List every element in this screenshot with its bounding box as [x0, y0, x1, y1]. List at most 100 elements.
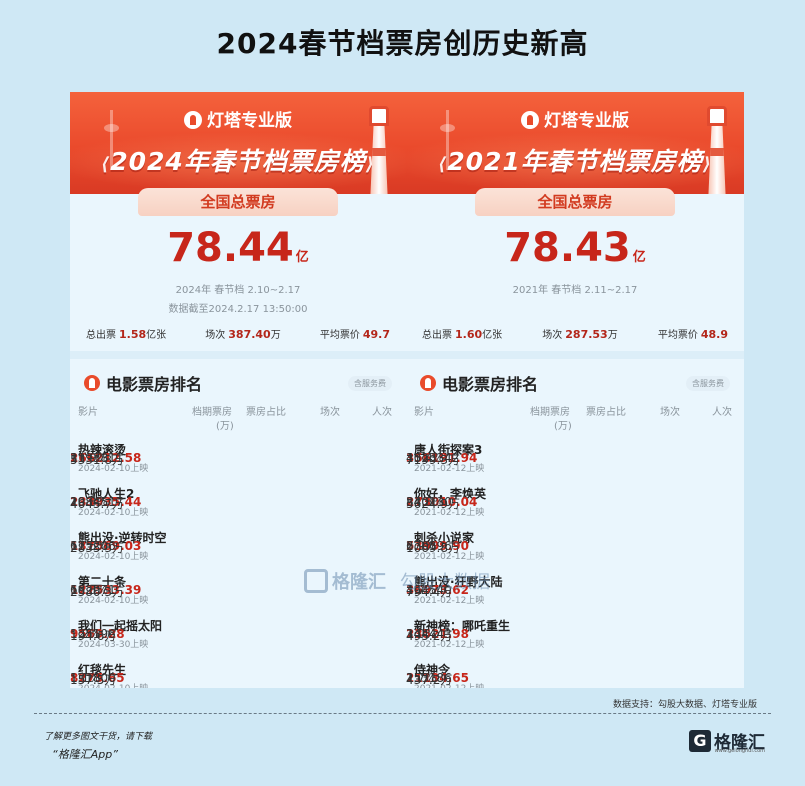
summary-stats: 总出票 1.58亿张 场次 387.40万 平均票价 49.7 — [70, 326, 406, 341]
col-film: 影片 — [414, 407, 434, 418]
release-date: 2021-02-12上映 — [414, 640, 485, 650]
total-box-office: 78.44 亿 — [167, 225, 309, 271]
table-header: 影片 档期票房 (万) 票房占比 场次 人次 — [70, 403, 406, 435]
film-name: 热辣滚烫 — [78, 443, 127, 457]
stat-shows: 场次 287.53万 — [542, 328, 618, 341]
share-value: 33.9% — [70, 451, 109, 465]
ranking-title: 电影票房排名 — [84, 371, 202, 395]
brand-label: 灯塔专业版 — [406, 106, 744, 131]
shows-value: 270396 — [406, 539, 452, 553]
gelonghui-logo: G 格隆汇 www.gelonghui.com — [689, 728, 765, 754]
col-viewers: 人次 — [372, 407, 392, 418]
table-row: 热辣滚烫 2024-02-10上映 266212.58 33.9% 1193811 533… — [70, 435, 406, 479]
release-date: 2024-02-10上映 — [78, 464, 149, 474]
col-film: 影片 — [78, 407, 98, 418]
release-date: 2024-02-10上映 — [78, 596, 149, 606]
film-name: 你好，李焕英 — [414, 487, 487, 501]
share-value: 1.1% — [70, 671, 101, 685]
share-value: 6.9% — [406, 539, 437, 553]
tower-decoration — [440, 110, 455, 170]
tab-national-total: 全国总票房 — [475, 188, 675, 216]
share-value: 17.5% — [70, 539, 109, 553]
app-promo: 了解更多图文干货，请下载 “格隆汇App” — [44, 732, 153, 761]
table-row: 熊出没·狂野大陆 2021-02-12上映 36973.62 4.7% 194540 79… — [406, 567, 744, 611]
table-row: 第二十条 2024-02-10上映 127533.39 16.3% 682971 2580… — [70, 567, 406, 611]
shows-value: 131800 — [70, 671, 116, 685]
cutoff-text — [406, 302, 744, 318]
stat-avg-price: 平均票价 49.7 — [319, 328, 390, 341]
viewers-value: 5624.9万 — [406, 497, 460, 511]
shows-value: 1023342 — [406, 451, 460, 465]
col-shows: 场次 — [660, 407, 680, 418]
tab-national-total: 全国总票房 — [138, 188, 338, 216]
release-date: 2024-02-10上映 — [78, 552, 149, 562]
banner: 灯塔专业版 ⟨2024年春节档票房榜⟩ — [70, 92, 406, 194]
film-name: 第二十条 — [78, 575, 127, 589]
shows-value: 682971 — [70, 583, 116, 597]
footer-divider — [34, 713, 771, 714]
share-value: 2.7% — [406, 671, 437, 685]
box-office-panel-2024: 灯塔专业版 ⟨2024年春节档票房榜⟩ 全国总票房 78.44 亿 2024年 春… — [70, 92, 406, 688]
box-office-value: 233935.44 — [70, 495, 142, 509]
stat-tickets: 总出票 1.60亿张 — [422, 328, 503, 341]
ranking-header: 电影票房排名 含服务费 — [70, 371, 406, 395]
share-value: 29.8% — [70, 495, 109, 509]
lighthouse-logo-icon — [420, 375, 436, 391]
viewers-value: 4645.7万 — [70, 497, 124, 511]
col-viewers: 人次 — [712, 407, 732, 418]
viewers-value: 2835.3万 — [70, 541, 124, 555]
banner-title: ⟨2021年春节档票房榜⟩ — [437, 147, 713, 176]
tower-decoration — [104, 110, 119, 170]
film-name: 侍神令 — [414, 663, 451, 677]
share-value: 16.3% — [70, 583, 109, 597]
summary-stats: 总出票 1.60亿张 场次 287.53万 平均票价 48.9 — [406, 326, 744, 341]
viewers-value: 495.2万 — [406, 629, 453, 643]
ranking-table: 唐人街探案3 2021-02-12上映 356191.94 45.4% 1023342 7… — [406, 435, 744, 688]
shows-value: 125196 — [70, 627, 116, 641]
box-office-value: 137569.03 — [70, 539, 142, 553]
release-date: 2021-02-12上映 — [414, 596, 485, 606]
g-logo-icon: G — [689, 729, 711, 752]
table-row: 唐人街探案3 2021-02-12上映 356191.94 45.4% 1023342 7… — [406, 435, 744, 479]
shows-value: 1193811 — [70, 451, 124, 465]
period-text: 2024年 春节档 2.10~2.17 — [175, 285, 301, 296]
divider — [70, 351, 406, 359]
shows-value: 615206 — [70, 539, 116, 553]
film-name: 唐人街探案3 — [414, 443, 483, 457]
total-box-office: 78.43 亿 — [504, 225, 646, 271]
box-office-value: 127533.39 — [70, 583, 142, 597]
share-value: 34.8% — [406, 495, 445, 509]
box-office-value: 266212.58 — [70, 451, 142, 465]
viewers-value: 194.6万 — [70, 629, 117, 643]
col-box: 档期票房 — [530, 407, 570, 418]
box-office-value: 53999.90 — [406, 539, 470, 553]
viewers-value: 437.2万 — [406, 673, 453, 687]
banner: 灯塔专业版 ⟨2021年春节档票房榜⟩ — [406, 92, 744, 194]
col-box-unit: (万) — [216, 421, 234, 432]
banner-title: ⟨2024年春节档票房榜⟩ — [100, 147, 376, 176]
share-value: 4.7% — [406, 583, 437, 597]
service-fee-badge: 含服务费 — [686, 375, 730, 391]
page-title: 2024春节档票房创历史新高 — [216, 27, 589, 60]
col-share: 票房占比 — [586, 407, 626, 418]
cutoff-text: 数据截至2024.2.17 13:50:00 — [168, 304, 308, 315]
lighthouse-icon — [364, 104, 394, 194]
release-date: 2024-02-10上映 — [78, 681, 148, 688]
box-office-value: 273010.04 — [406, 495, 478, 509]
ranking-header: 电影票房排名 含服务费 — [406, 371, 744, 395]
share-value: 3.0% — [406, 627, 437, 641]
brand-label: 灯塔专业版 — [70, 106, 406, 131]
release-date: 2024-03-30上映 — [78, 640, 149, 650]
film-name: 新神榜：哪吒重生 — [414, 619, 511, 633]
col-box-unit: (万) — [554, 421, 572, 432]
share-value: 45.4% — [406, 451, 445, 465]
ranking-table: 热辣滚烫 2024-02-10上映 266212.58 33.9% 1193811 533… — [70, 435, 406, 688]
box-office-value: 23521.98 — [406, 627, 470, 641]
viewers-value: 794.4万 — [406, 585, 453, 599]
release-date: 2024-02-10上映 — [78, 508, 149, 518]
stat-shows: 场次 387.40万 — [205, 328, 281, 341]
table-row: 刺杀小说家 2021-02-12上映 53999.90 6.9% 270396 1069.… — [406, 523, 744, 567]
table-row: 我们一起摇太阳 2024-03-30上映 9569.28 1.2% 125196 194.… — [70, 611, 406, 655]
ranking-title: 电影票房排名 — [420, 371, 538, 395]
